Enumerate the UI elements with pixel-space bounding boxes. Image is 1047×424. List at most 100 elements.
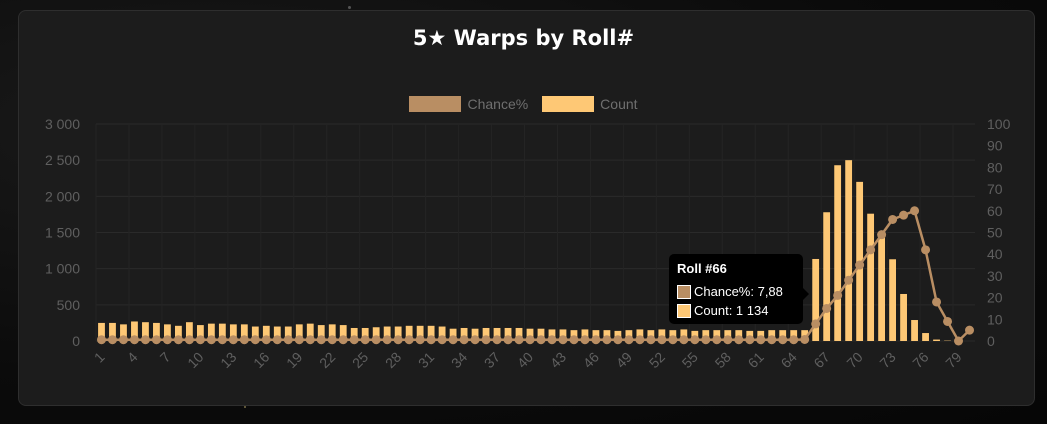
tooltip-count-text: Count: 1 134	[694, 303, 769, 318]
chance-point	[382, 335, 392, 345]
chance-point	[184, 335, 194, 345]
chance-point	[294, 335, 304, 345]
legend-item-chance[interactable]: Chance%	[409, 96, 528, 112]
x-tick-label: 70	[843, 349, 865, 371]
chance-point	[591, 335, 601, 345]
count-bar	[878, 236, 886, 341]
chance-point	[448, 335, 458, 345]
count-bar	[109, 322, 116, 341]
count-bar	[504, 327, 512, 341]
x-tick-label: 31	[415, 349, 437, 371]
chance-point	[932, 297, 942, 307]
count-bar	[229, 324, 237, 341]
chance-point	[173, 335, 183, 345]
count-bar	[405, 325, 413, 341]
count-bar	[317, 325, 325, 341]
chance-point	[481, 335, 491, 345]
x-tick-label: 76	[909, 349, 931, 371]
x-tick-label: 46	[580, 349, 602, 371]
chance-point	[866, 245, 876, 255]
chance-point	[910, 206, 920, 216]
chance-point	[712, 335, 722, 345]
chance-point	[701, 335, 711, 345]
x-tick-label: 61	[745, 349, 767, 371]
chance-point	[316, 335, 326, 345]
count-bar	[427, 325, 435, 341]
count-bar	[361, 327, 369, 341]
y-right-tick-label: 60	[987, 203, 1003, 219]
count-bar	[328, 324, 336, 341]
count-bar	[218, 323, 226, 341]
chance-point	[393, 335, 403, 345]
count-bar	[372, 327, 380, 341]
x-tick-label: 40	[514, 349, 536, 371]
chance-point	[228, 335, 238, 345]
chance-point	[250, 335, 260, 345]
y-right-tick-label: 90	[987, 138, 1003, 154]
tooltip-caret	[803, 288, 809, 300]
chance-point	[745, 335, 755, 345]
chance-point	[536, 335, 546, 345]
count-bar	[306, 323, 314, 341]
chance-point	[503, 335, 513, 345]
y-left-tick-label: 0	[72, 333, 80, 349]
chance-point	[514, 335, 524, 345]
chance-point	[635, 335, 645, 345]
x-tick-label: 58	[712, 349, 734, 371]
chance-point	[613, 335, 623, 345]
tooltip-row-chance: Chance%: 7,88	[677, 284, 795, 299]
chance-point	[602, 335, 612, 345]
legend-swatch-chance	[409, 96, 462, 112]
chart-title: 5★ Warps by Roll#	[412, 26, 635, 50]
count-bar	[98, 322, 105, 341]
count-bar	[153, 322, 160, 341]
chance-point	[943, 316, 953, 326]
count-bar	[460, 327, 468, 341]
chance-point	[800, 334, 810, 344]
count-bar	[394, 326, 402, 341]
x-tick-label: 13	[217, 349, 239, 371]
chance-point	[327, 335, 337, 345]
count-bar	[339, 325, 347, 341]
chance-point	[360, 335, 370, 345]
x-tick-label: 16	[250, 349, 272, 371]
chance-point	[162, 335, 172, 345]
chance-point	[459, 335, 469, 345]
count-bar	[482, 327, 490, 341]
chance-point	[217, 335, 227, 345]
y-left-tick-label: 1 000	[45, 261, 80, 277]
x-tick-label: 1	[91, 349, 108, 366]
count-bar	[175, 325, 182, 341]
chance-point	[239, 335, 249, 345]
chance-line	[96, 206, 975, 346]
x-tick-label: 34	[448, 349, 470, 371]
chance-point	[404, 335, 414, 345]
chance-point	[569, 335, 579, 345]
count-bar	[164, 324, 171, 341]
count-bar	[383, 326, 391, 341]
count-bar	[867, 213, 875, 341]
tooltip-title: Roll #66	[677, 261, 727, 276]
chance-point	[151, 335, 161, 345]
legend-swatch-count	[542, 96, 595, 112]
x-tick-label: 10	[184, 349, 206, 371]
chance-point	[349, 335, 359, 345]
y-right-tick-label: 100	[987, 116, 1011, 132]
x-tick-label: 52	[646, 349, 668, 371]
legend-item-count[interactable]: Count	[542, 96, 638, 112]
chance-point	[624, 335, 634, 345]
chance-point	[437, 335, 447, 345]
count-bar	[142, 322, 149, 341]
chance-point	[877, 230, 887, 240]
tooltip-swatch-count	[677, 303, 691, 318]
chance-point	[107, 335, 117, 345]
chance-point	[305, 335, 315, 345]
chance-point	[261, 335, 271, 345]
y-left-tick-label: 2 000	[45, 188, 80, 204]
chance-point	[822, 303, 832, 313]
count-bar	[207, 323, 215, 341]
chance-point	[965, 325, 975, 335]
x-tick-label: 79	[942, 349, 964, 371]
x-tick-label: 43	[547, 349, 569, 371]
